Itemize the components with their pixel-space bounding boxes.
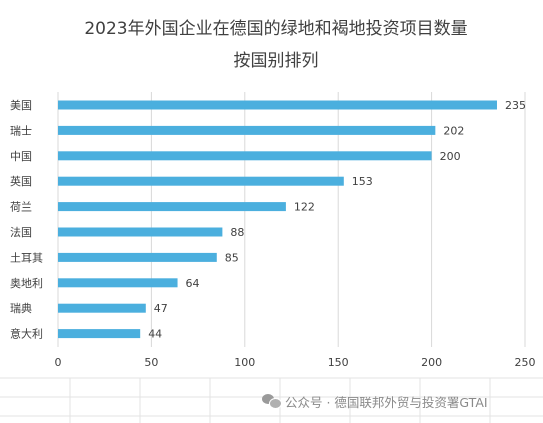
category-label: 土耳其 <box>10 251 43 264</box>
category-label: 英国 <box>10 174 32 188</box>
data-label: 235 <box>505 99 526 112</box>
data-label: 88 <box>230 226 244 239</box>
bar <box>58 151 432 161</box>
data-label: 64 <box>186 277 200 290</box>
data-label: 44 <box>148 328 162 341</box>
data-labels: 235 202 200 153 122 88 85 64 47 44 <box>148 99 526 341</box>
category-label: 瑞士 <box>10 123 32 137</box>
chart-title-line-2: 按国别排列 <box>234 51 319 71</box>
data-label: 200 <box>440 150 461 163</box>
data-label: 85 <box>225 251 239 264</box>
category-label: 中国 <box>10 150 32 163</box>
wechat-icon <box>262 393 282 409</box>
x-tick-label: 250 <box>515 356 536 369</box>
x-tick-label: 150 <box>328 356 349 369</box>
category-label: 意大利 <box>10 327 43 341</box>
data-label: 122 <box>294 201 315 214</box>
bars <box>58 100 497 339</box>
chart-title-line-1: 2023年外国企业在德国的绿地和褐地投资项目数量 <box>84 19 467 39</box>
category-label: 法国 <box>10 225 32 239</box>
category-label: 美国 <box>10 99 32 112</box>
x-tick-label: 0 <box>55 356 62 369</box>
x-tick-label: 50 <box>144 356 158 369</box>
x-tick-label: 100 <box>234 356 255 369</box>
data-label: 202 <box>443 124 464 137</box>
bar <box>58 100 497 110</box>
bar <box>58 125 436 135</box>
data-label: 153 <box>352 175 373 188</box>
x-tick-label: 200 <box>421 356 442 369</box>
bar <box>58 303 146 313</box>
bar <box>58 252 217 262</box>
bar <box>58 202 286 212</box>
watermark-text: 公众号 · 德国联邦外贸与投资署GTAI <box>285 394 488 410</box>
x-tick-labels: 0 50 100 150 200 250 <box>55 356 536 369</box>
watermark: 公众号 · 德国联邦外贸与投资署GTAI <box>262 390 537 412</box>
category-label: 荷兰 <box>10 201 32 214</box>
category-label: 奥地利 <box>10 276 43 290</box>
bar <box>58 278 178 288</box>
bar <box>58 329 141 339</box>
category-label: 瑞典 <box>10 301 32 315</box>
data-label: 47 <box>154 302 168 315</box>
bar <box>58 176 344 186</box>
bar <box>58 227 223 237</box>
